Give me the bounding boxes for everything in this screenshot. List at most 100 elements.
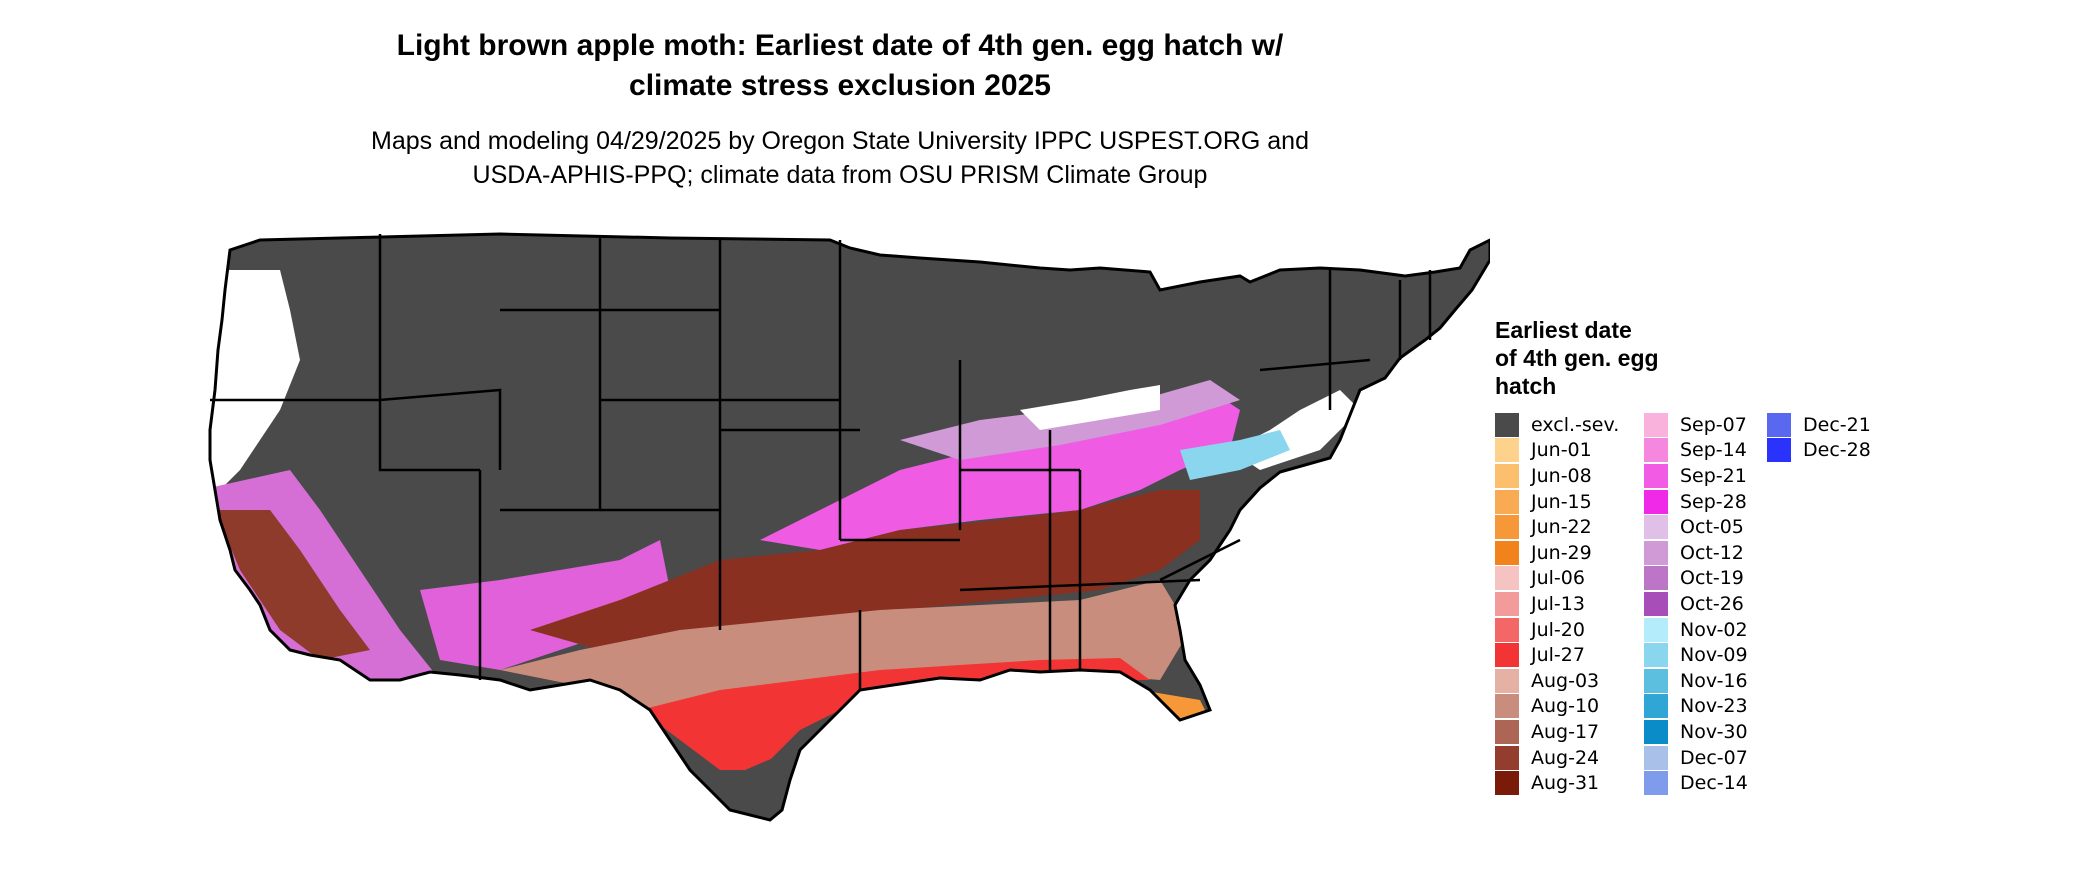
- legend-swatch: [1495, 643, 1519, 668]
- legend-label: Oct-26: [1680, 592, 1744, 615]
- legend-column: excl.-sev. Jun-01 Jun-08 Jun-15 Jun-22 Jun-29…: [1495, 412, 1619, 796]
- legend-swatch: [1644, 745, 1668, 770]
- legend-label: Jun-01: [1531, 439, 1592, 462]
- legend-swatch: [1644, 515, 1668, 540]
- legend-item: Sep-07: [1644, 412, 1748, 438]
- legend-swatch: [1495, 771, 1519, 796]
- legend-item: Jun-15: [1495, 489, 1619, 515]
- legend-column: Sep-07 Sep-14 Sep-21 Sep-28 Oct-05 Oct-12 Oct-…: [1644, 412, 1748, 796]
- legend-label: Aug-31: [1531, 772, 1600, 795]
- legend-item: Nov-02: [1644, 617, 1748, 643]
- legend-swatch: [1767, 412, 1791, 437]
- legend-item: Nov-09: [1644, 642, 1748, 668]
- legend-item: Sep-14: [1644, 438, 1748, 464]
- legend-item: Oct-05: [1644, 514, 1748, 540]
- legend-label: Nov-23: [1680, 695, 1748, 718]
- legend-swatch: [1644, 643, 1668, 668]
- legend-swatch: [1495, 617, 1519, 642]
- legend-swatch: [1644, 694, 1668, 719]
- map-title: Light brown apple moth: Earliest date of…: [250, 26, 1430, 106]
- legend-swatch: [1495, 438, 1519, 463]
- legend-label: Dec-07: [1680, 746, 1748, 769]
- legend-item: Jun-08: [1495, 463, 1619, 489]
- legend-title-line-3: hatch: [1495, 373, 1557, 399]
- legend-swatch: [1644, 617, 1668, 642]
- legend-item: Dec-07: [1644, 745, 1748, 771]
- legend-swatch: [1495, 668, 1519, 693]
- legend-label: Jun-08: [1531, 464, 1592, 487]
- legend-item: Jul-20: [1495, 617, 1619, 643]
- california-valley-brown: [215, 510, 370, 660]
- legend-label: Nov-09: [1680, 644, 1748, 667]
- legend-item: Aug-31: [1495, 770, 1619, 796]
- legend-swatch: [1495, 591, 1519, 616]
- legend-item: Sep-28: [1644, 489, 1748, 515]
- legend-label: Nov-02: [1680, 618, 1748, 641]
- legend-title-line-1: Earliest date: [1495, 317, 1632, 343]
- legend-item: Oct-19: [1644, 566, 1748, 592]
- legend-swatch: [1644, 463, 1668, 488]
- legend-item: excl.-sev.: [1495, 412, 1619, 438]
- legend-item: Aug-24: [1495, 745, 1619, 771]
- legend-label: Aug-24: [1531, 746, 1600, 769]
- legend-label: Sep-21: [1680, 464, 1747, 487]
- legend-swatch: [1495, 540, 1519, 565]
- legend-swatch: [1495, 719, 1519, 744]
- map-title-line-1: Light brown apple moth: Earliest date of…: [396, 29, 1284, 62]
- conus-outline: [208, 232, 1490, 822]
- legend-label: Jul-27: [1531, 644, 1585, 667]
- legend-label: Aug-17: [1531, 720, 1600, 743]
- southeast-tan-band: [500, 580, 1190, 730]
- legend-swatch: [1495, 566, 1519, 591]
- legend-swatch: [1644, 438, 1668, 463]
- map-title-line-2: climate stress exclusion 2025: [629, 69, 1051, 102]
- legend-title-line-2: of 4th gen. egg: [1495, 345, 1659, 371]
- legend-label: Sep-28: [1680, 490, 1747, 513]
- legend-swatch: [1644, 591, 1668, 616]
- legend-column: Dec-21 Dec-28: [1767, 412, 1871, 463]
- ohio-white-area: [1020, 385, 1160, 430]
- legend-label: Sep-07: [1680, 413, 1747, 436]
- legend-label: Nov-16: [1680, 669, 1748, 692]
- legend-item: Jul-27: [1495, 642, 1619, 668]
- legend-swatch: [1495, 412, 1519, 437]
- legend-item: Nov-16: [1644, 668, 1748, 694]
- legend-swatch: [1644, 668, 1668, 693]
- legend-label: Oct-19: [1680, 567, 1744, 590]
- legend-item: Sep-21: [1644, 463, 1748, 489]
- gradient-regions: [210, 234, 1490, 820]
- legend-item: Jun-22: [1495, 514, 1619, 540]
- legend-swatch: [1644, 540, 1668, 565]
- legend-item: Jun-29: [1495, 540, 1619, 566]
- legend-label: Jul-20: [1531, 618, 1585, 641]
- legend-item: Oct-26: [1644, 591, 1748, 617]
- legend-swatch: [1644, 771, 1668, 796]
- southwest-pink-edge: [420, 540, 670, 670]
- legend-label: Jul-06: [1531, 567, 1585, 590]
- legend-label: Jun-22: [1531, 516, 1592, 539]
- legend-label: Dec-21: [1803, 413, 1871, 436]
- legend-swatch: [1495, 489, 1519, 514]
- legend-item: Dec-21: [1767, 412, 1871, 438]
- map-subtitle: Maps and modeling 04/29/2025 by Oregon S…: [250, 124, 1430, 192]
- south-texas-excluded: [745, 755, 790, 820]
- legend-item: Dec-28: [1767, 438, 1871, 464]
- state-borders: [210, 234, 1432, 690]
- legend-item: Aug-03: [1495, 668, 1619, 694]
- legend-label: Jun-15: [1531, 490, 1592, 513]
- legend-swatch: [1495, 515, 1519, 540]
- legend-item: Nov-23: [1644, 694, 1748, 720]
- legend-item: Aug-17: [1495, 719, 1619, 745]
- legend-label: Aug-10: [1531, 695, 1600, 718]
- south-brown-band: [530, 490, 1200, 650]
- legend-swatch: [1495, 463, 1519, 488]
- pacific-northwest-white: [210, 270, 300, 510]
- legend-swatch: [1644, 412, 1668, 437]
- legend-label: Aug-03: [1531, 669, 1600, 692]
- conus-map: [208, 232, 1490, 822]
- legend-swatch: [1495, 694, 1519, 719]
- legend-label: Jun-29: [1531, 541, 1592, 564]
- legend-label: Nov-30: [1680, 720, 1748, 743]
- legend-item: Nov-30: [1644, 719, 1748, 745]
- legend-swatch: [1495, 745, 1519, 770]
